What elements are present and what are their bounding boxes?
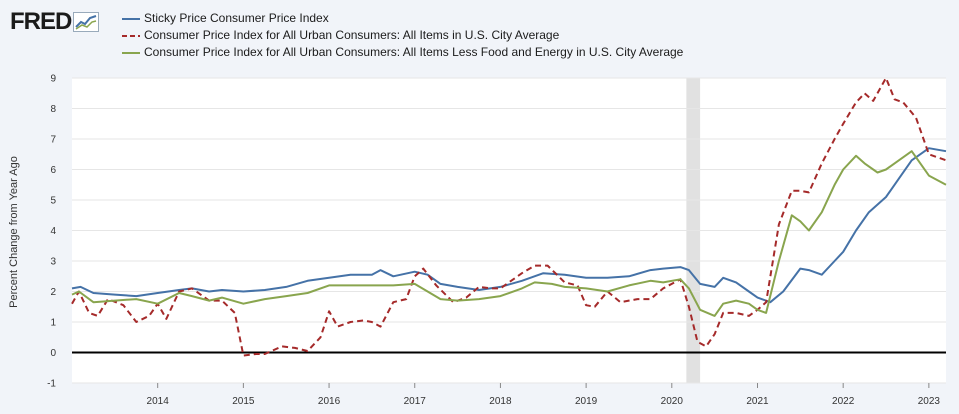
legend-item-sticky[interactable]: Sticky Price Consumer Price Index [122, 10, 683, 27]
y-tick-label: 4 [50, 226, 56, 237]
y-tick-label: 3 [50, 257, 56, 268]
legend-swatch-red-dashed [122, 34, 140, 37]
y-tick-label: 5 [50, 196, 56, 207]
legend-label-sticky: Sticky Price Consumer Price Index [144, 11, 329, 25]
x-tick-label: 2017 [404, 396, 427, 407]
legend-item-cpi-core[interactable]: Consumer Price Index for All Urban Consu… [122, 44, 683, 61]
series-sticky-cpi-line[interactable] [71, 147, 947, 304]
legend-label-cpi-all: Consumer Price Index for All Urban Consu… [144, 28, 560, 42]
x-tick-label: 2020 [661, 396, 684, 407]
series-cpi-all-items-line[interactable] [71, 77, 947, 357]
x-tick-label: 2022 [832, 396, 855, 407]
legend-swatch-green [122, 51, 140, 54]
x-tick-label: 2016 [318, 396, 341, 407]
y-tick-label: 7 [50, 135, 56, 146]
legend-label-cpi-core: Consumer Price Index for All Urban Consu… [144, 45, 684, 59]
x-tick-label: 2014 [147, 396, 170, 407]
y-tick-label: 2 [50, 287, 56, 298]
fred-logo-text: FRED [10, 8, 72, 35]
x-tick-label: 2015 [232, 396, 255, 407]
x-tick-label: 2023 [918, 396, 941, 407]
y-tick-label: 9 [50, 74, 56, 85]
y-tick-label: 0 [50, 348, 56, 359]
x-tick-label: 2018 [489, 396, 512, 407]
legend-swatch-blue [122, 17, 140, 20]
y-tick-label: 1 [50, 318, 56, 329]
y-tick-label: -1 [47, 379, 56, 390]
chart-legend: Sticky Price Consumer Price Index Consum… [122, 10, 683, 61]
fred-logo[interactable]: FRED [10, 8, 100, 36]
y-tick-label: 8 [50, 104, 56, 115]
x-tick-label: 2019 [575, 396, 598, 407]
x-tick-label: 2021 [746, 396, 769, 407]
chart-line-icon [73, 12, 100, 32]
y-tick-label: 6 [50, 165, 56, 176]
series-cpi-core-line[interactable] [71, 150, 947, 317]
legend-item-cpi-all[interactable]: Consumer Price Index for All Urban Consu… [122, 27, 683, 44]
